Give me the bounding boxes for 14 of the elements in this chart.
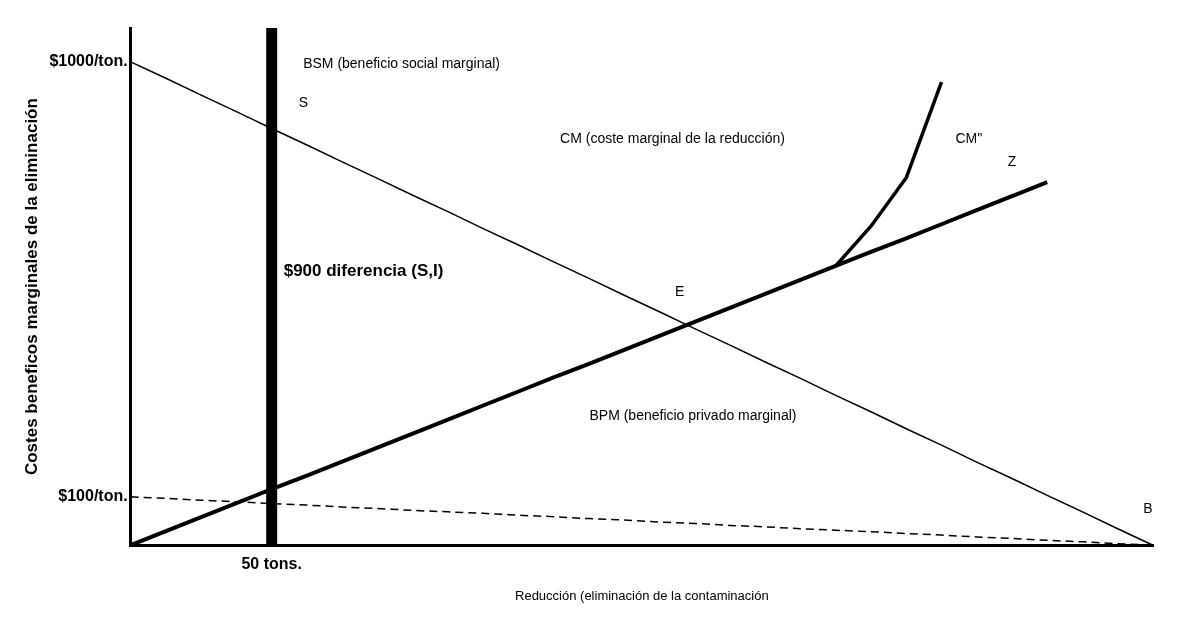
ref-line-label: $900 diferencia (S,I) (283, 260, 444, 280)
annotation: S (298, 93, 309, 110)
annotation: BSM (beneficio social marginal) (303, 55, 501, 72)
annotation: CM'' (955, 130, 983, 147)
annotation: CM (coste marginal de la reducción) (560, 130, 785, 147)
x-tick-label: 50 tons. (241, 555, 302, 573)
annotation: Z (1007, 153, 1017, 170)
annotation: B (1143, 499, 1153, 516)
y-axis-title: Costes beneficos marginales de la eliminación (21, 98, 41, 476)
annotation: E (674, 282, 685, 299)
annotation: BPM (beneficio privado marginal) (589, 406, 797, 423)
y-tick-label: $1000/ton. (49, 52, 128, 70)
y-tick-label: $100/ton. (58, 487, 128, 505)
x-axis-title: Reducción (eliminación de la contaminación (515, 587, 769, 603)
